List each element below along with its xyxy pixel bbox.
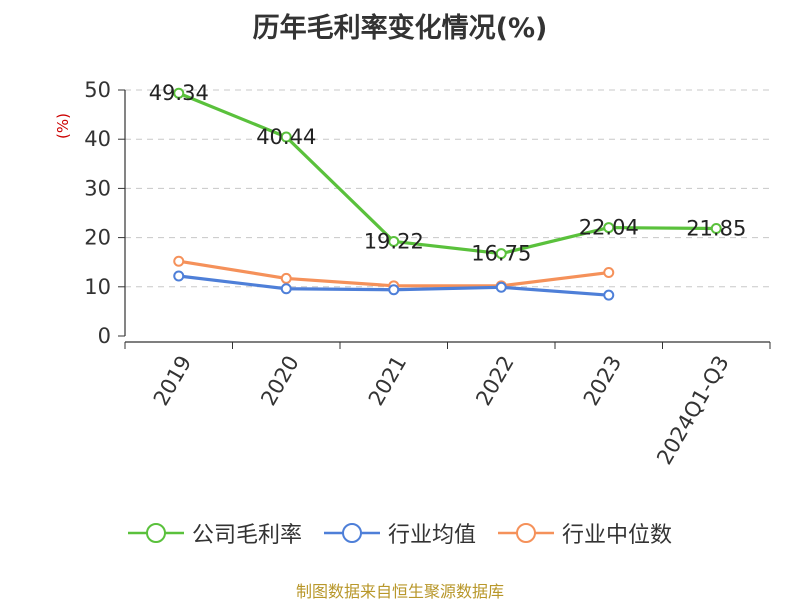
legend-swatch-icon	[498, 523, 554, 543]
y-tick-label: 50	[84, 78, 111, 102]
legend-item[interactable]: 行业中位数	[498, 517, 672, 549]
x-tick-label: 2023	[579, 352, 627, 410]
data-point	[603, 267, 615, 279]
legend-swatch-icon	[127, 523, 184, 543]
legend-swatch-icon	[323, 523, 380, 543]
data-source-note: 制图数据来自恒生聚源数据库	[295, 582, 504, 601]
data-label: 21.85	[686, 216, 746, 240]
y-axis-label: (%)	[54, 113, 72, 139]
data-point	[710, 222, 722, 234]
legend-label: 公司毛利率	[191, 523, 302, 548]
y-tick-label: 30	[84, 176, 111, 200]
series-line	[178, 91, 717, 256]
data-point	[603, 289, 615, 301]
y-tick-label: 40	[84, 127, 111, 151]
y-tick-label: 0	[98, 324, 111, 348]
y-tick-label: 20	[84, 226, 111, 250]
data-point	[388, 284, 400, 296]
data-label: 40.44	[256, 125, 316, 149]
data-point	[495, 281, 507, 293]
x-tick-label: 2019	[149, 352, 197, 410]
legend-label: 行业中位数	[562, 523, 673, 548]
x-tick-label: 2024Q1-Q3	[652, 352, 734, 469]
legend-label: 行业均值	[387, 523, 476, 548]
chart-title: 历年毛利率变化情况(%)	[252, 13, 548, 44]
series-layer	[173, 87, 722, 301]
data-point	[388, 235, 400, 247]
data-label: 22.04	[579, 216, 639, 240]
data-point	[280, 131, 292, 143]
data-point	[495, 248, 507, 260]
data-point	[280, 272, 292, 284]
data-point	[173, 255, 185, 267]
data-label: 19.22	[364, 229, 424, 253]
x-tick-label: 2020	[256, 352, 304, 410]
legend: 公司毛利率 行业均值 行业中位数	[0, 517, 800, 549]
axes: (%) 0 10 20 30 40 50 2019 2020 2021 2022 2023 2024Q…	[54, 78, 771, 469]
data-label: 16.75	[471, 242, 531, 266]
x-tick-label: 2021	[364, 352, 412, 410]
x-tick-label: 2022	[471, 352, 519, 410]
legend-item[interactable]: 行业均值	[323, 517, 476, 549]
data-point	[280, 283, 292, 295]
data-point	[173, 87, 185, 99]
data-labels: 49.34 40.44 19.22 16.75 22.04 21.85	[149, 81, 747, 265]
y-tick-label: 10	[84, 275, 111, 299]
grid-lines	[125, 89, 770, 288]
legend-item[interactable]: 公司毛利率	[127, 517, 302, 549]
data-point	[603, 222, 615, 234]
data-point	[173, 270, 185, 282]
data-label: 49.34	[149, 81, 209, 105]
